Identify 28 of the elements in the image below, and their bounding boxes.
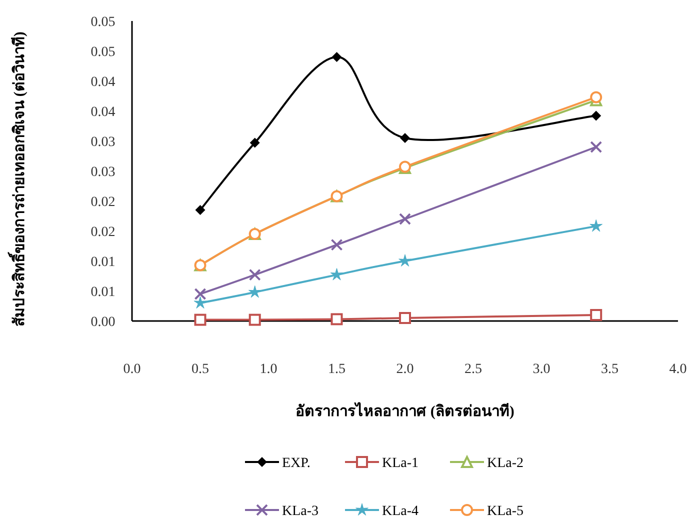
legend-label: KLa-1 — [382, 456, 419, 471]
y-tick-label: 0.00 — [90, 315, 116, 330]
x-tick-label: 3.0 — [532, 362, 550, 377]
y-tick-label: 0.02 — [90, 225, 116, 240]
y-tick-label: 0.02 — [90, 195, 116, 210]
y-tick-label: 0.03 — [90, 165, 116, 180]
x-tick-label: 1.0 — [260, 362, 278, 377]
y-tick-label: 0.05 — [90, 15, 116, 30]
y-axis-title: สัมประสิทธิ์ของการถ่ายเทออกซิเจน (ต่อวินาที) — [7, 32, 28, 326]
legend-label: EXP. — [282, 456, 310, 471]
legend-label: KLa-2 — [487, 456, 524, 471]
x-tick-label: 3.5 — [601, 362, 618, 377]
y-tick-label: 0.01 — [90, 285, 116, 300]
y-tick-label: 0.01 — [90, 255, 116, 270]
x-tick-label: 1.5 — [328, 362, 346, 377]
x-tick-label: 2.5 — [464, 362, 482, 377]
x-tick-label: 4.0 — [669, 362, 687, 377]
y-tick-label: 0.03 — [90, 135, 116, 150]
y-tick-label: 0.05 — [90, 45, 116, 60]
legend-label: KLa-4 — [382, 504, 419, 519]
x-tick-label: 0.0 — [123, 362, 141, 377]
legend-label: KLa-3 — [282, 504, 319, 519]
x-tick-label: 0.5 — [192, 362, 209, 377]
legend-label: KLa-5 — [487, 504, 524, 519]
y-tick-label: 0.04 — [90, 75, 116, 90]
x-axis-title: อัตราการไหลอากาศ (ลิตรต่อนาที) — [296, 401, 514, 420]
x-tick-label: 2.0 — [396, 362, 414, 377]
y-tick-label: 0.04 — [90, 105, 116, 120]
